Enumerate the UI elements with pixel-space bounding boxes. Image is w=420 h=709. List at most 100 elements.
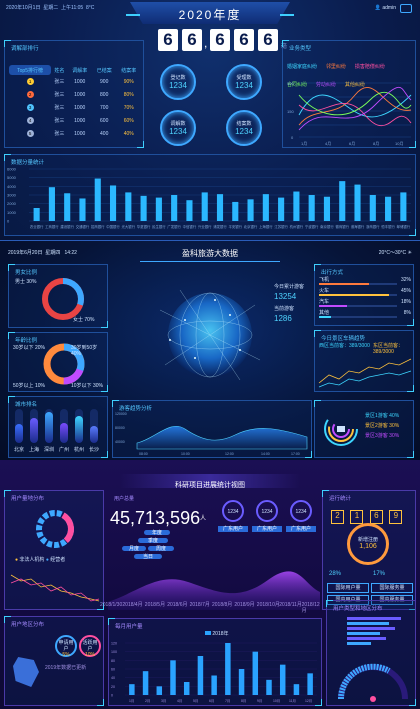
user-dist-line [10, 574, 100, 602]
pill-button[interactable]: 周度 [148, 546, 174, 552]
visitor-total: 13254 [274, 292, 297, 301]
y-tick-label: 0 [111, 694, 113, 698]
bar [216, 194, 224, 221]
bar [279, 664, 286, 695]
travel-pct: 8% [403, 310, 411, 316]
city-name: 上海 [29, 447, 40, 453]
bar [293, 684, 300, 695]
ranking-title: 调解部排行 [11, 46, 39, 52]
table-header-row: Top5排行榜 姓名 调解率 已结案 结案率 [9, 65, 141, 75]
axis-tick: 150 [287, 109, 294, 114]
region-button[interactable]: 国际服务量 [371, 583, 413, 593]
legend-item: 其他纠纷 [344, 82, 365, 88]
x-tick-label: 中信银行 [183, 224, 197, 229]
rank-badge: 3 [9, 101, 51, 114]
bar [33, 208, 40, 221]
pill-button[interactable]: 季度 [138, 538, 168, 544]
operations-panel: 运行统计 2 1 6 9 新增注册 1,106 28% 17% 国际用户量 国际… [322, 490, 416, 610]
bar [170, 660, 176, 695]
small-circle-label: 广东用户 [218, 526, 248, 532]
stat-circle-accept: 受理数 1234 [226, 64, 262, 100]
total-users-title: 用户总量 [114, 496, 135, 502]
cell-ratio: 90% [123, 78, 134, 85]
x-tick-label: 江苏银行 [274, 224, 288, 229]
user-region-title: 用户地区分布 [11, 622, 45, 628]
age-label: 30岁以下 20% [13, 345, 45, 351]
y-tick-label: 5000 [7, 175, 17, 180]
rank-badge-icon: 5 [26, 130, 34, 137]
monthly-bar-chart: 120 100 80 60 40 20 0 1月 2月 3月 4月 5月 6月 7月 8月 9月 10月 11月 1… [111, 642, 317, 703]
x-tick-label: 2月 [145, 699, 150, 703]
research-section: 科研项目进展统计视图 用户量地分布 ● 非法人机构 ● 经营者 用户总量 45,… [0, 460, 420, 709]
bar [64, 193, 71, 221]
axis-tick: 08:00 [139, 452, 148, 456]
x-tick-label: 民生银行 [152, 224, 166, 229]
cell-name: 张三 [54, 79, 65, 85]
pill-button[interactable]: 当日 [134, 554, 162, 560]
y-tick-label: 120 [111, 642, 117, 646]
logout-icon[interactable] [400, 4, 412, 13]
header-weekday: 星期二 [43, 5, 59, 11]
region-button[interactable]: 国际用户量 [327, 583, 369, 593]
x-tick-label: 光大银行 [122, 224, 136, 229]
ops-digit: 9 [389, 510, 403, 524]
bar [278, 197, 285, 221]
city-bar [45, 409, 53, 443]
rank-badge: 2 [9, 88, 51, 101]
bar [140, 195, 147, 221]
bank-bar-chart: 6000 5000 4000 3000 2000 1000 0 农业银行 工商银行 建设银行 交通银… [7, 167, 411, 229]
table-row: 2 张三 1000 800 80% [9, 88, 141, 101]
age-title: 年龄比例 [15, 338, 38, 344]
x-tick-label: 11月 [289, 699, 296, 703]
travel-fill [319, 294, 390, 296]
x-tick-label: 工商银行 [45, 224, 59, 229]
travel-rows: 飞机 32% 火车 45% 汽车 18% 其他 8% [319, 277, 411, 321]
x-tick-label: 建设银行 [60, 224, 74, 229]
pill-button[interactable]: 月度 [122, 546, 146, 552]
date-tick: 2018/6月 [167, 602, 188, 608]
column-header: Top5排行榜 [9, 65, 52, 75]
x-tick-label: 邮储银行 [397, 224, 411, 229]
axis-tick: 120000 [115, 412, 127, 416]
ops-digit: 1 [350, 510, 364, 524]
travel-fill [319, 283, 369, 285]
ops-digit: 6 [369, 510, 383, 524]
small-circle: 1234 [256, 500, 278, 522]
sun-icon: ☀ [407, 250, 412, 256]
rank-badge-icon: 3 [26, 104, 34, 111]
x-tick-label: 浦发银行 [213, 224, 227, 229]
west-value: 西区当前客：389/3000 [319, 343, 370, 349]
table-row: 1 张三 1000 900 90% [9, 75, 141, 88]
legend-item: 劳动纠纷 [315, 82, 336, 88]
header-date: 2020年10月1日 [6, 5, 41, 11]
bar [247, 199, 254, 221]
bar [155, 197, 162, 221]
business-types-title: 业务类型 [289, 46, 312, 52]
visitor-trend-panel: 游客趋势分析 120000 80000 40000 08:00 10:00 12… [112, 400, 312, 458]
travel-pct: 45% [400, 288, 411, 294]
y-tick-label: 6000 [7, 167, 17, 172]
scenic-panel: 景区1游客 40% 景区2游客 30% 景区3游客 30% [314, 400, 414, 458]
bar [142, 671, 149, 695]
user-menu[interactable]: 👤 admin [375, 5, 396, 11]
axis-tick: 14:00 [261, 452, 270, 456]
scenic-legend: 景区1游客 40% [365, 413, 400, 419]
column-header: 结案率 [121, 67, 137, 74]
travel-name: 火车 [319, 288, 330, 294]
bar [339, 181, 346, 221]
ranking-table: Top5排行榜 姓名 调解率 已结案 结案率 1 张三 1000 900 90% 2 张三 1… [9, 65, 141, 140]
small-circle-label: 广东用户 [286, 526, 316, 532]
city-bars: 北京 上海 深圳 广州 杭州 长沙 [14, 409, 105, 453]
bar [183, 682, 190, 695]
user-region-panel: 用户地区分布 申请用户 5% 活跃用户 10% 2019年数据已更新 [4, 616, 104, 706]
age-label: 30岁到50岁 40% [71, 345, 98, 357]
cell-name: 张三 [54, 131, 65, 137]
bar [262, 194, 269, 221]
series-line [318, 358, 412, 384]
visitor-current-label: 当前游客 [274, 306, 295, 312]
axis-tick: 4月 [325, 141, 331, 146]
pill-button[interactable]: 年度 [144, 530, 170, 536]
tourism-date: 2019年6月20日 [8, 250, 43, 256]
rank-badge-icon: 2 [26, 91, 34, 98]
